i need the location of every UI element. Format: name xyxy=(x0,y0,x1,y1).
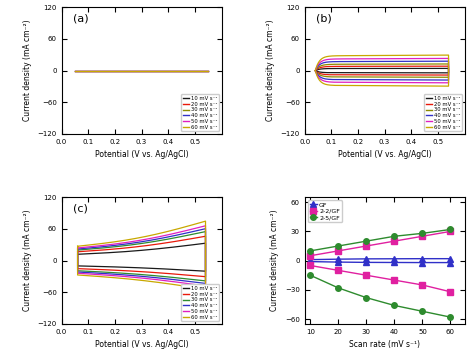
X-axis label: Potential (V vs. Ag/AgCl): Potential (V vs. Ag/AgCl) xyxy=(95,340,188,349)
2-2/GF xyxy=(419,234,425,238)
Legend: 10 mV s⁻¹, 20 mV s⁻¹, 30 mV s⁻¹, 40 mV s⁻¹, 50 mV s⁻¹, 60 mV s⁻¹: 10 mV s⁻¹, 20 mV s⁻¹, 30 mV s⁻¹, 40 mV s… xyxy=(424,94,462,131)
Line: 2-5/GF: 2-5/GF xyxy=(308,227,453,254)
GF xyxy=(447,257,453,261)
X-axis label: Scan rate (mV s⁻¹): Scan rate (mV s⁻¹) xyxy=(349,340,420,349)
2-5/GF xyxy=(336,244,341,248)
2-2/GF xyxy=(364,244,369,248)
GF xyxy=(308,257,313,262)
2-5/GF xyxy=(392,234,397,238)
Y-axis label: Current density (mA cm⁻²): Current density (mA cm⁻²) xyxy=(23,20,32,122)
2-2/GF xyxy=(447,229,453,234)
Legend: GF, 2-2/GF, 2-5/GF: GF, 2-2/GF, 2-5/GF xyxy=(308,201,342,222)
Y-axis label: Current density (mA cm⁻²): Current density (mA cm⁻²) xyxy=(266,20,275,122)
2-5/GF xyxy=(364,239,369,243)
Text: (d): (d) xyxy=(316,203,332,214)
2-5/GF xyxy=(419,231,425,236)
2-2/GF xyxy=(392,239,397,243)
X-axis label: Potential (V vs. Ag/AgCl): Potential (V vs. Ag/AgCl) xyxy=(95,150,188,159)
2-2/GF xyxy=(308,254,313,258)
Legend: 10 mV s⁻¹, 20 mV s⁻¹, 30 mV s⁻¹, 40 mV s⁻¹, 50 mV s⁻¹, 60 mV s⁻¹: 10 mV s⁻¹, 20 mV s⁻¹, 30 mV s⁻¹, 40 mV s… xyxy=(182,94,219,131)
GF xyxy=(419,257,425,261)
GF xyxy=(364,257,369,261)
Line: 2-2/GF: 2-2/GF xyxy=(308,229,453,258)
X-axis label: Potential (V vs. Ag/AgCl): Potential (V vs. Ag/AgCl) xyxy=(338,150,431,159)
GF xyxy=(392,257,397,261)
2-5/GF xyxy=(447,227,453,232)
Text: (b): (b) xyxy=(316,13,332,24)
2-5/GF xyxy=(308,249,313,253)
2-2/GF xyxy=(336,249,341,253)
Y-axis label: Current density (mA cm⁻²): Current density (mA cm⁻²) xyxy=(270,210,279,312)
Y-axis label: Current density (mA cm⁻²): Current density (mA cm⁻²) xyxy=(23,210,32,312)
GF xyxy=(336,257,341,261)
Text: (c): (c) xyxy=(73,203,88,214)
Text: (a): (a) xyxy=(73,13,89,24)
Line: GF: GF xyxy=(308,256,453,262)
Legend: 10 mV s⁻¹, 20 mV s⁻¹, 30 mV s⁻¹, 40 mV s⁻¹, 50 mV s⁻¹, 60 mV s⁻¹: 10 mV s⁻¹, 20 mV s⁻¹, 30 mV s⁻¹, 40 mV s… xyxy=(182,284,219,321)
